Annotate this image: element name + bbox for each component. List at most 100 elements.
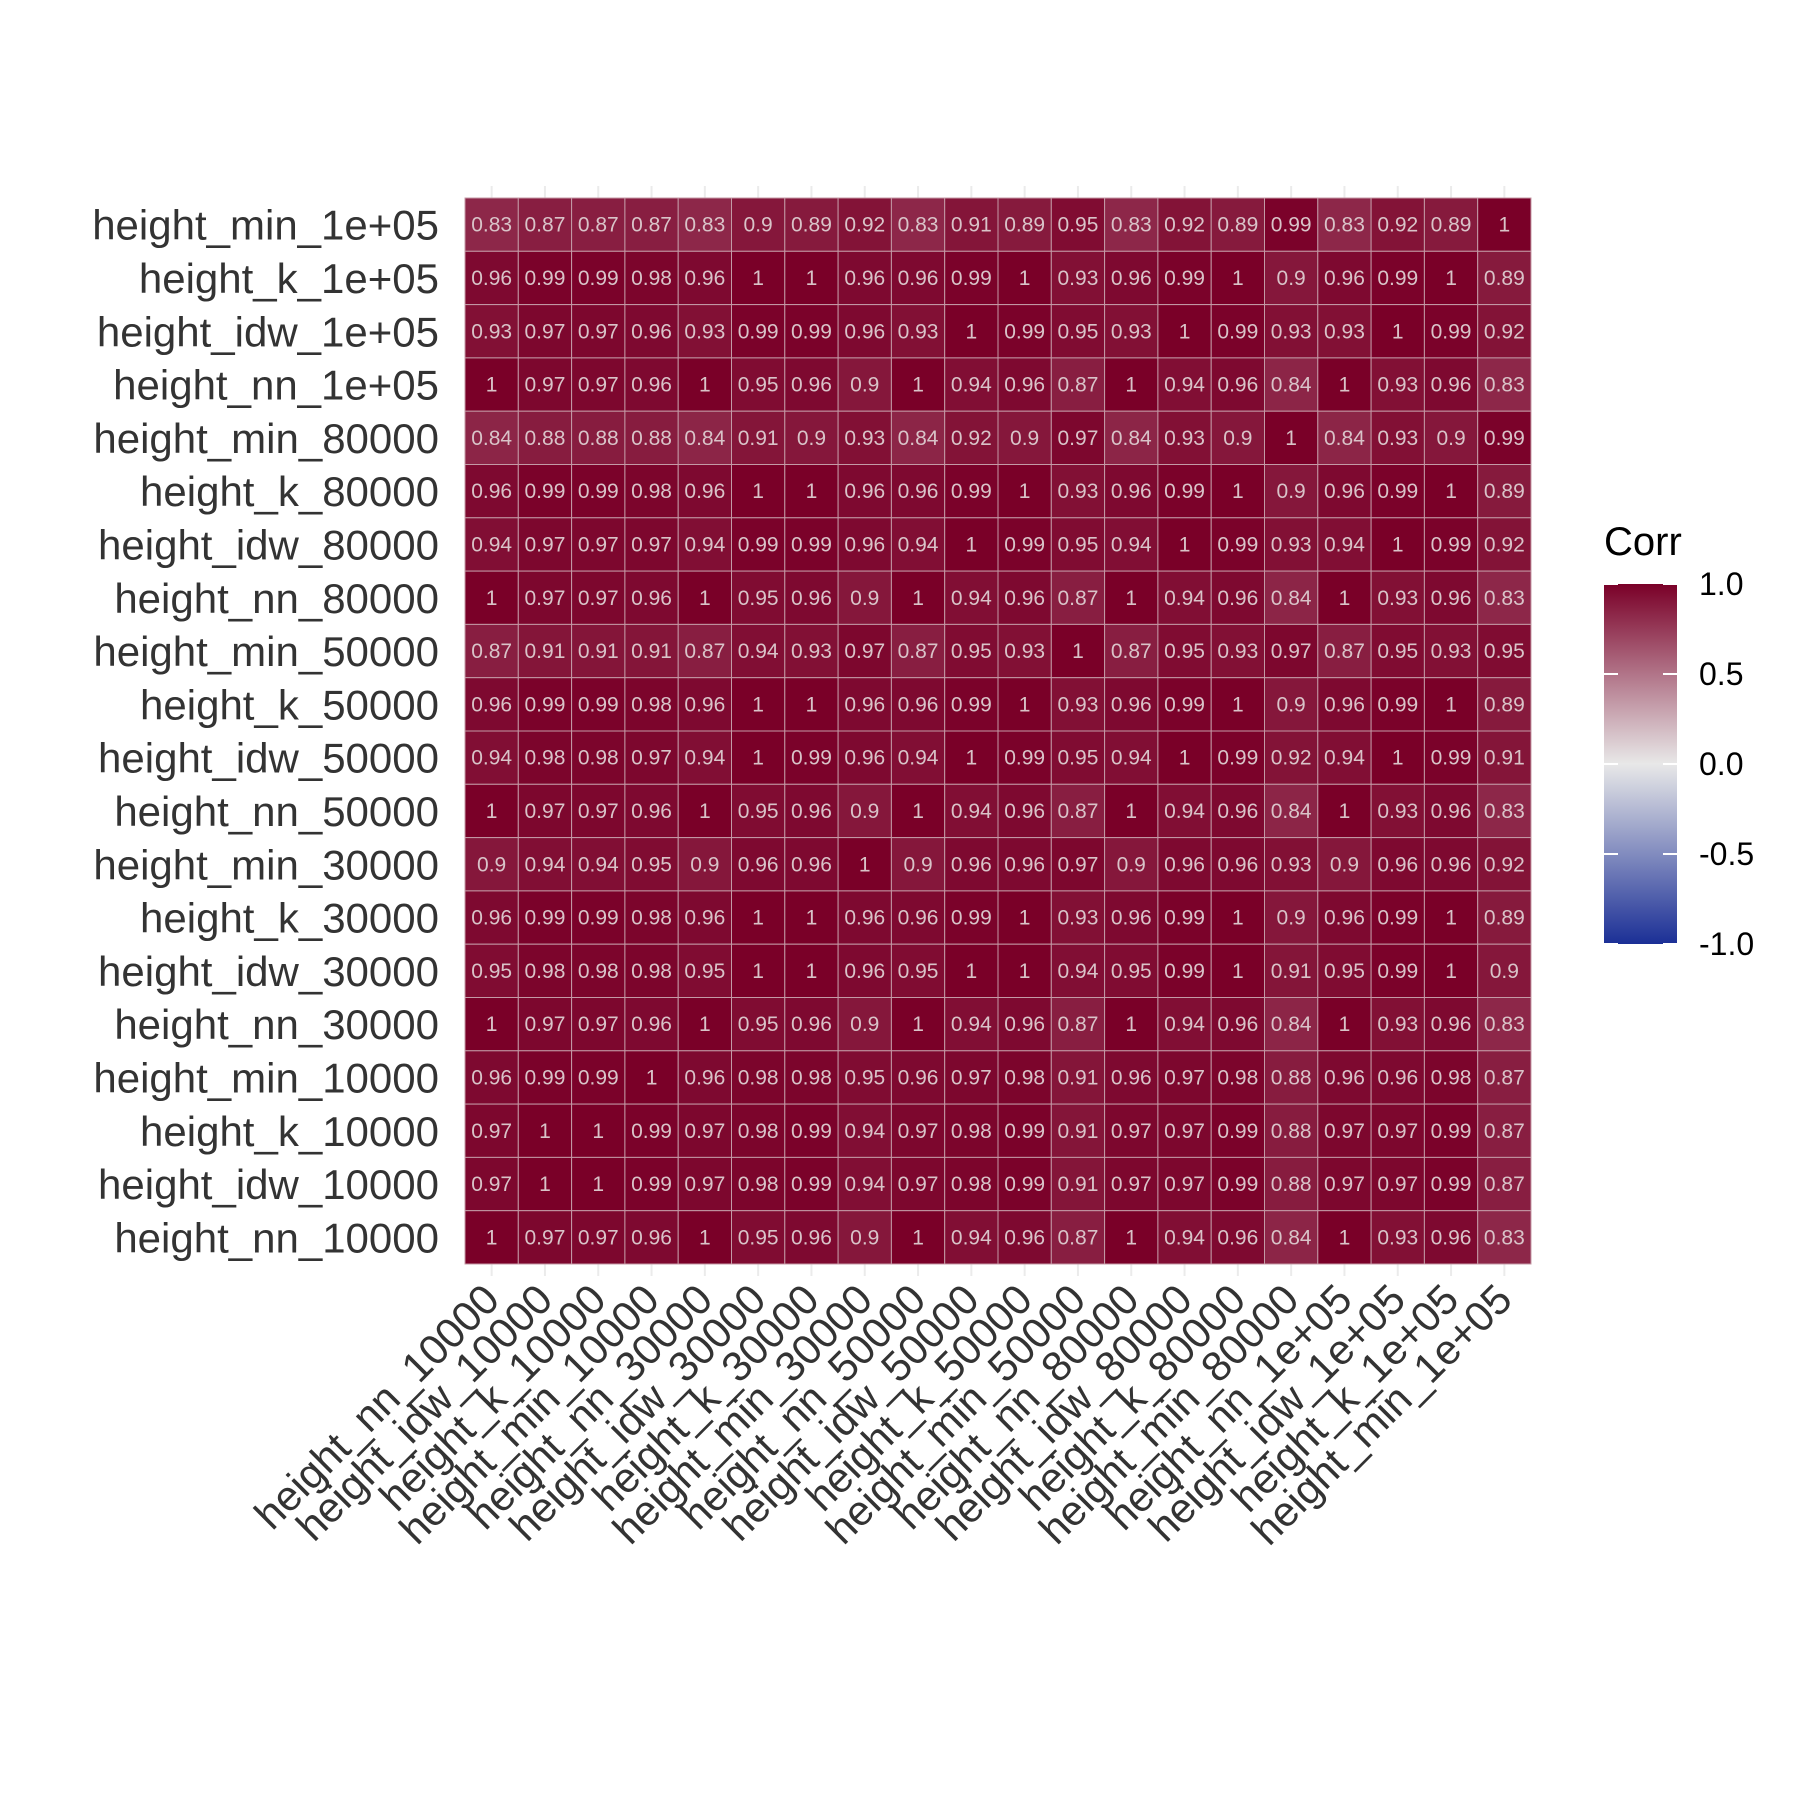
heatmap-cell (890, 623, 946, 679)
heatmap-cell (997, 943, 1052, 999)
cell-value-label: 0.95 (1058, 214, 1099, 237)
cell-value-label: 0.96 (738, 853, 779, 876)
heatmap-cell (1264, 410, 1319, 466)
heatmap-cell (997, 304, 1052, 359)
y-tick-label: height_k_80000 (140, 468, 439, 515)
heatmap-cell (1210, 943, 1265, 999)
cell-value-label: 1 (912, 800, 924, 823)
cell-value-label: 0.94 (471, 747, 512, 770)
heatmap-cell (1317, 304, 1372, 359)
heatmap-cell (464, 410, 519, 466)
heatmap-cell (464, 623, 519, 679)
heatmap-cell (571, 890, 626, 945)
heatmap-cell (1157, 677, 1212, 732)
cell-value-label: 0.92 (951, 427, 992, 450)
heatmap-cell (1157, 623, 1212, 679)
cell-value-label: 0.94 (684, 747, 725, 770)
cell-value-label: 0.98 (631, 267, 672, 290)
heatmap-cell (944, 197, 999, 252)
heatmap-cell (464, 730, 519, 785)
heatmap-cell (1104, 1156, 1159, 1212)
heatmap-cell (1370, 517, 1425, 572)
heatmap-cell (624, 1103, 679, 1158)
heatmap-cell (997, 357, 1052, 412)
cell-value-label: 0.96 (631, 1013, 672, 1036)
cell-value-label: 0.97 (1111, 1120, 1152, 1143)
heatmap-cell (784, 1210, 839, 1265)
heatmap-cell (1157, 197, 1212, 252)
heatmap-cell (624, 464, 679, 519)
heatmap-cell (1157, 410, 1212, 466)
heatmap-cell (1317, 997, 1372, 1052)
heatmap-cell-labels: 0.83 0.87 0.87 0.87 0.83 0.9 0.89 0.92 0.83 0.91 0… (471, 214, 1525, 1250)
cell-value-label: 0.96 (844, 960, 885, 983)
cell-value-label: 0.96 (1004, 374, 1045, 397)
cell-value-label: 0.99 (525, 480, 566, 503)
heatmap-cell (731, 1050, 786, 1105)
heatmap-cell (1157, 464, 1212, 519)
heatmap-cell (464, 943, 519, 999)
cell-value-label: 1 (486, 374, 498, 397)
heatmap-cell (1050, 623, 1106, 679)
cell-value-label: 1 (646, 1066, 658, 1089)
cell-value-label: 0.97 (631, 533, 672, 556)
cell-value-label: 0.96 (898, 267, 939, 290)
heatmap-cell (997, 997, 1052, 1052)
heatmap-cell (1264, 197, 1319, 252)
heatmap-cell (464, 677, 519, 732)
cell-value-label: 0.99 (791, 320, 832, 343)
cell-value-label: 0.83 (1484, 1226, 1525, 1249)
heatmap-cell (1317, 570, 1372, 625)
cell-value-label: 0.93 (1111, 320, 1152, 343)
heatmap-cell (944, 730, 999, 785)
heatmap-cell (1157, 943, 1212, 999)
heatmap-cell (1317, 1050, 1372, 1105)
heatmap-cell (517, 570, 573, 625)
heatmap-cell (464, 1050, 519, 1105)
heatmap-cell (1477, 357, 1532, 412)
cell-value-label: 0.97 (1164, 1066, 1205, 1089)
heatmap-cells (464, 197, 1532, 1265)
cell-value-label: 0.95 (1058, 320, 1099, 343)
heatmap-cell (784, 570, 839, 625)
cell-value-label: 1 (806, 693, 818, 716)
cell-value-label: 1 (1392, 533, 1404, 556)
cell-value-label: 1 (806, 267, 818, 290)
heatmap-cell (1370, 623, 1425, 679)
cell-value-label: 1 (1232, 693, 1244, 716)
heatmap-cell (1370, 197, 1425, 252)
cell-value-label: 0.91 (951, 214, 992, 237)
cell-value-label: 0.96 (1217, 374, 1258, 397)
heatmap-cell (517, 197, 573, 252)
cell-value-label: 0.96 (471, 1066, 512, 1089)
heatmap-cell (1210, 1156, 1265, 1212)
heatmap-cell (571, 1156, 626, 1212)
heatmap-cell (890, 837, 946, 892)
heatmap-cell (1423, 357, 1479, 412)
heatmap-cell (890, 464, 946, 519)
heatmap-cell (1050, 410, 1106, 466)
cell-value-label: 0.97 (1324, 1120, 1365, 1143)
heatmap-cell (1264, 837, 1319, 892)
heatmap-cell (624, 837, 679, 892)
heatmap-cell (1477, 890, 1532, 945)
y-tick-label: height_k_50000 (140, 681, 439, 728)
cell-value-label: 0.9 (850, 800, 879, 823)
cell-value-label: 1 (1232, 907, 1244, 930)
cell-value-label: 1 (912, 1226, 924, 1249)
cell-value-label: 0.95 (1324, 960, 1365, 983)
heatmap-cell (837, 1210, 892, 1265)
cell-value-label: 0.87 (898, 640, 939, 663)
cell-value-label: 0.93 (844, 427, 885, 450)
heatmap-cell (1104, 783, 1159, 839)
heatmap-cell (464, 1156, 519, 1212)
cell-value-label: 0.83 (1484, 1013, 1525, 1036)
cell-value-label: 0.9 (477, 853, 506, 876)
cell-value-label: 0.95 (471, 960, 512, 983)
cell-value-label: 0.94 (738, 640, 779, 663)
heatmap-cell (1157, 730, 1212, 785)
heatmap-cell (677, 943, 733, 999)
heatmap-cell (464, 890, 519, 945)
cell-value-label: 0.96 (1324, 1066, 1365, 1089)
cell-value-label: 0.96 (684, 267, 725, 290)
